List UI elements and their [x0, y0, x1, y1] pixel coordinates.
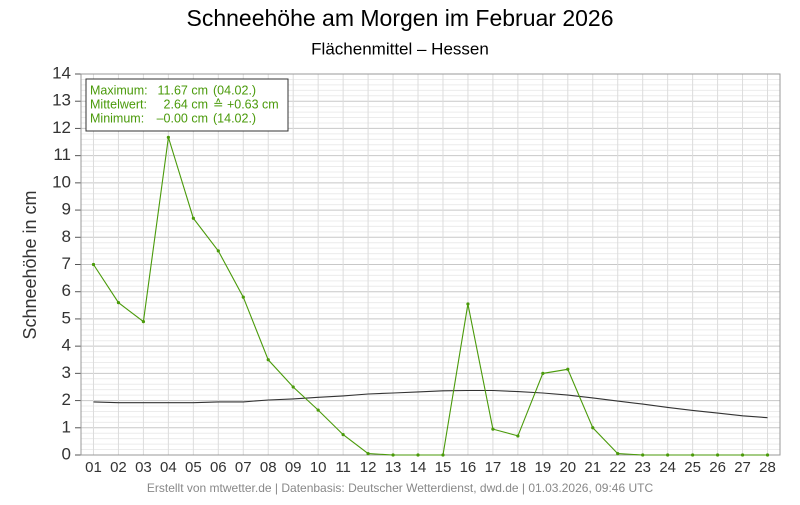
y-tick-label: 3 — [62, 363, 71, 382]
x-tick-label: 26 — [709, 459, 726, 476]
x-tick-label: 22 — [609, 459, 626, 476]
stat-value: 2.64 cm — [164, 97, 208, 111]
x-tick-label: 19 — [534, 459, 551, 476]
data-point — [566, 367, 570, 371]
x-tick-label: 09 — [285, 459, 302, 476]
data-point — [765, 453, 770, 457]
y-tick-label: 0 — [62, 444, 71, 463]
x-tick-label: 11 — [335, 459, 351, 476]
x-tick-label: 14 — [410, 459, 427, 476]
x-tick-label: 25 — [684, 459, 701, 476]
y-tick-label: 6 — [62, 281, 71, 300]
data-point — [266, 358, 270, 362]
data-point — [241, 295, 245, 299]
data-point — [516, 434, 520, 438]
y-tick-label: 9 — [62, 200, 71, 219]
x-tick-label: 01 — [85, 459, 102, 476]
stat-label: Mittelwert: — [90, 97, 147, 111]
data-point — [366, 452, 370, 456]
y-tick-label: 11 — [53, 145, 71, 164]
data-point — [616, 452, 620, 456]
data-point — [541, 371, 545, 375]
data-point — [641, 453, 645, 457]
y-tick-label: 4 — [62, 336, 71, 355]
x-tick-label: 28 — [759, 459, 776, 476]
data-point — [316, 408, 320, 412]
y-tick-label: 12 — [52, 118, 71, 137]
data-point — [715, 453, 720, 457]
x-tick-label: 06 — [210, 459, 227, 476]
stat-note: ≙ +0.63 cm — [213, 97, 279, 111]
data-point — [740, 453, 745, 457]
x-tick-label: 18 — [510, 459, 527, 476]
x-tick-label: 15 — [435, 459, 452, 476]
footer: Erstellt von mtwetter.de | Datenbasis: D… — [147, 481, 654, 495]
stat-value: 11.67 cm — [158, 83, 209, 97]
data-point — [216, 249, 220, 253]
data-point — [141, 320, 146, 324]
stat-value: –0.00 cm — [157, 111, 208, 125]
data-point — [591, 426, 595, 430]
x-tick-label: 17 — [485, 459, 502, 476]
data-point — [166, 135, 170, 140]
data-point — [341, 432, 345, 437]
y-tick-label: 10 — [52, 172, 71, 191]
x-tick-label: 04 — [160, 459, 177, 476]
y-tick-label: 14 — [52, 63, 71, 82]
y-tick-label: 7 — [62, 254, 71, 273]
x-tick-label: 23 — [634, 459, 651, 476]
stats-box-frame — [85, 78, 289, 132]
y-axis-label: Schneehöhe in cm — [20, 190, 40, 339]
data-point — [666, 453, 670, 457]
x-tick-label: 05 — [185, 459, 202, 476]
stat-note: (04.02.) — [213, 83, 256, 97]
chart-title: Schneehöhe am Morgen im Februar 2026 — [186, 5, 613, 31]
chart-subtitle: Flächenmittel – Hessen — [311, 39, 489, 58]
x-tick-label: 08 — [260, 459, 277, 476]
x-tick-label: 07 — [235, 459, 252, 476]
data-point — [391, 453, 395, 457]
data-point — [291, 385, 295, 389]
x-tick-label: 21 — [584, 459, 601, 476]
y-tick-label: 8 — [62, 227, 71, 246]
stat-note: (14.02.) — [213, 111, 256, 125]
x-tick-label: 02 — [110, 459, 127, 476]
data-point — [441, 453, 445, 457]
y-tick-label: 2 — [62, 390, 71, 409]
x-tick-label: 03 — [135, 459, 152, 476]
x-tick-label: 16 — [460, 459, 477, 476]
series-line — [93, 137, 768, 456]
data-point — [491, 427, 495, 431]
data-point — [466, 302, 470, 306]
x-tick-label: 12 — [360, 459, 377, 476]
x-tick-label: 10 — [310, 459, 327, 476]
stats-box: Maximum: 11.67 cm (04.02.) Mittelwert: 2.64 … — [85, 78, 289, 132]
x-tick-label: 24 — [659, 459, 676, 476]
data-point — [691, 453, 695, 457]
y-tick-label: 5 — [62, 308, 71, 327]
stat-label: Maximum: — [90, 83, 148, 97]
data-point — [191, 216, 195, 220]
stat-label: Minimum: — [90, 111, 144, 125]
x-tick-label: 13 — [385, 459, 402, 476]
data-point — [416, 453, 420, 457]
series-line — [93, 389, 768, 419]
x-tick-label: 27 — [734, 459, 751, 476]
y-tick-label: 13 — [52, 91, 71, 110]
y-tick-label: 1 — [62, 417, 71, 436]
data-point — [91, 262, 96, 267]
x-tick-label: 20 — [559, 459, 576, 476]
data-point — [116, 301, 121, 305]
